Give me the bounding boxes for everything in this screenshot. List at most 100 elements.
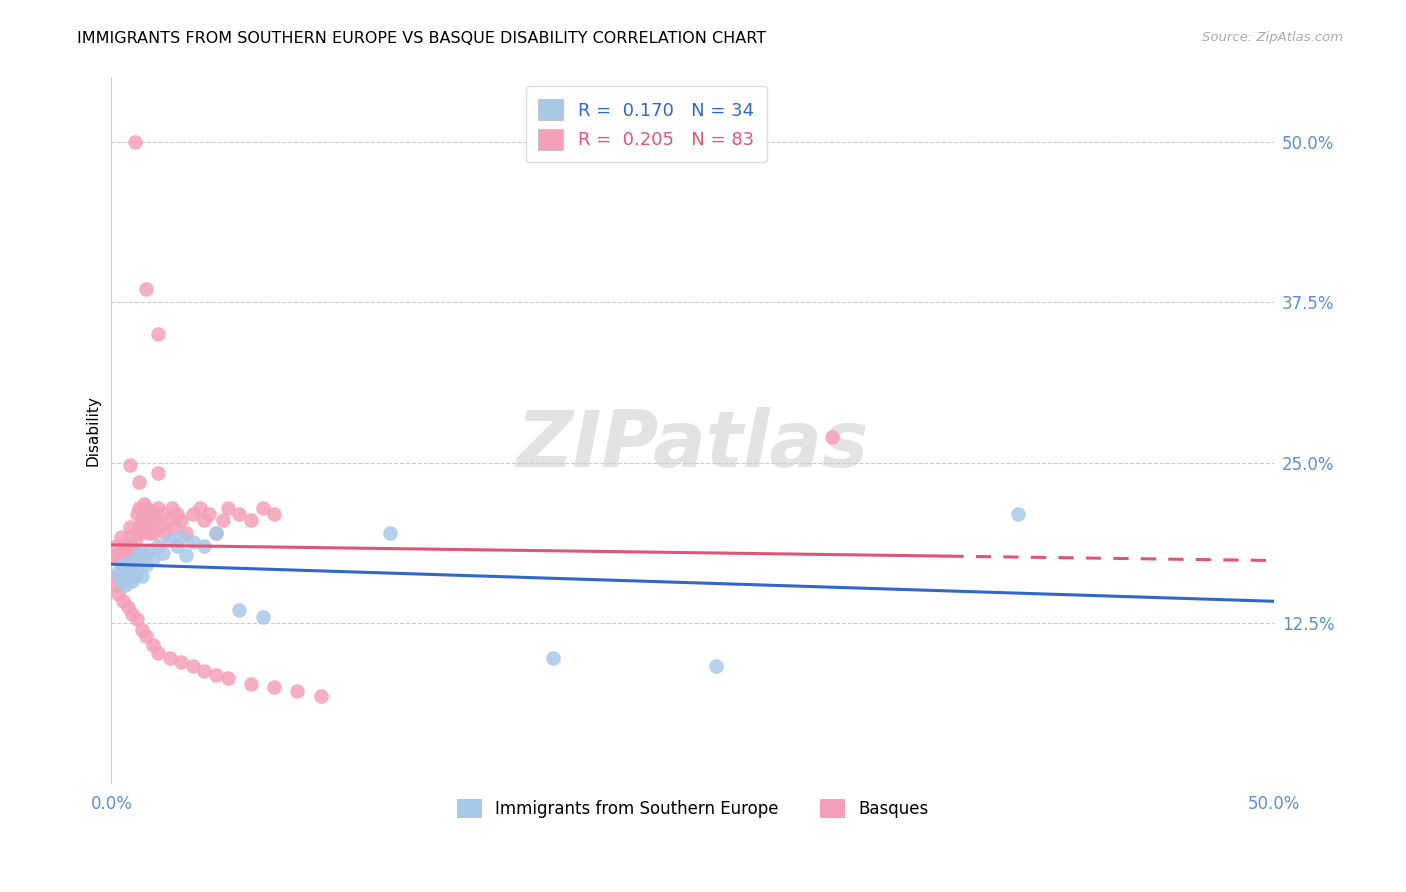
Point <box>107 565 129 579</box>
Point <box>124 552 146 566</box>
Point <box>107 568 129 582</box>
Point <box>114 556 136 570</box>
Point <box>124 535 146 549</box>
Point <box>217 500 239 515</box>
Point <box>170 530 193 544</box>
Point <box>166 539 188 553</box>
Point <box>139 504 162 518</box>
Point <box>138 543 160 558</box>
Point <box>135 282 157 296</box>
Point <box>114 539 136 553</box>
Point <box>105 577 128 591</box>
Point <box>132 548 155 562</box>
Point <box>704 658 727 673</box>
Point <box>131 568 153 582</box>
Point <box>121 543 143 558</box>
Point <box>159 533 181 547</box>
Point <box>125 507 148 521</box>
Point <box>228 603 250 617</box>
Point <box>252 500 274 515</box>
Point <box>205 667 228 681</box>
Point <box>112 594 135 608</box>
Point <box>118 539 141 553</box>
Point <box>160 500 183 515</box>
Point <box>239 676 262 690</box>
Point <box>117 571 139 585</box>
Point <box>287 684 309 698</box>
Point <box>132 497 155 511</box>
Point <box>135 558 157 573</box>
Point <box>149 520 172 534</box>
Point <box>181 535 204 549</box>
Point <box>128 520 150 534</box>
Point <box>135 500 157 515</box>
Point <box>170 513 193 527</box>
Point <box>142 526 165 541</box>
Point <box>125 526 148 541</box>
Point <box>117 565 139 579</box>
Point <box>117 548 139 562</box>
Point <box>198 507 221 521</box>
Point <box>121 558 143 573</box>
Point <box>117 556 139 570</box>
Point <box>121 607 143 622</box>
Point <box>114 561 136 575</box>
Point <box>124 552 146 566</box>
Point <box>124 568 146 582</box>
Point <box>146 646 169 660</box>
Point <box>252 609 274 624</box>
Point <box>212 513 235 527</box>
Point <box>153 526 176 541</box>
Point <box>152 507 174 521</box>
Point <box>188 500 211 515</box>
Point <box>263 681 285 695</box>
Point <box>138 509 160 524</box>
Point <box>112 548 135 562</box>
Point <box>118 565 141 579</box>
Point <box>146 500 169 515</box>
Point <box>135 629 157 643</box>
Point <box>128 475 150 489</box>
Point <box>145 513 167 527</box>
Point <box>105 548 128 562</box>
Point <box>112 568 135 582</box>
Point <box>1007 507 1029 521</box>
Point <box>118 458 141 473</box>
Point <box>125 612 148 626</box>
Text: ZIPatlas: ZIPatlas <box>516 407 869 483</box>
Point <box>152 545 174 559</box>
Point <box>110 545 132 559</box>
Point <box>181 658 204 673</box>
Point <box>142 638 165 652</box>
Point <box>110 530 132 544</box>
Point <box>128 545 150 559</box>
Point <box>217 672 239 686</box>
Point <box>110 574 132 588</box>
Point <box>228 507 250 521</box>
Point <box>205 526 228 541</box>
Point <box>181 507 204 521</box>
Point <box>124 135 146 149</box>
Point <box>105 539 128 553</box>
Point <box>239 513 262 527</box>
Point <box>131 526 153 541</box>
Point <box>131 513 153 527</box>
Point <box>541 651 564 665</box>
Text: Source: ZipAtlas.com: Source: ZipAtlas.com <box>1202 31 1343 45</box>
Point <box>107 552 129 566</box>
Point <box>135 513 157 527</box>
Point <box>193 539 215 553</box>
Point <box>121 574 143 588</box>
Point <box>107 587 129 601</box>
Point <box>146 539 169 553</box>
Point <box>821 430 844 444</box>
Point <box>142 552 165 566</box>
Text: IMMIGRANTS FROM SOUTHERN EUROPE VS BASQUE DISABILITY CORRELATION CHART: IMMIGRANTS FROM SOUTHERN EUROPE VS BASQU… <box>77 31 766 46</box>
Point <box>193 664 215 678</box>
Point <box>132 507 155 521</box>
Point <box>174 548 197 562</box>
Point <box>146 466 169 480</box>
Legend: Immigrants from Southern Europe, Basques: Immigrants from Southern Europe, Basques <box>450 792 935 825</box>
Point <box>131 623 153 637</box>
Point <box>263 507 285 521</box>
